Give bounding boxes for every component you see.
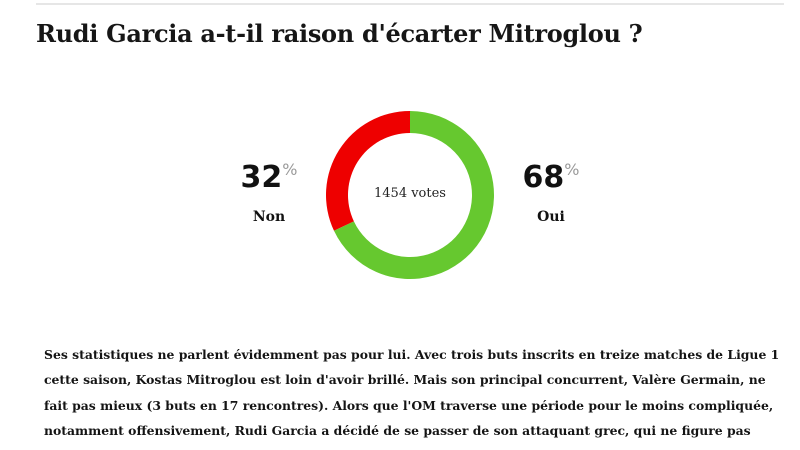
article-line: Ses statistiques ne parlent évidemment p… (44, 347, 780, 362)
top-divider (36, 3, 784, 5)
article-paragraph: Ses statistiques ne parlent évidemment p… (44, 342, 789, 444)
percent-sign: % (282, 160, 298, 179)
option-label-oui: Oui (537, 209, 565, 225)
donut-slice-non (326, 111, 410, 231)
poll-title: Rudi Garcia a-t-il raison d'écarter Mitr… (36, 19, 643, 48)
percent-value-oui: 68 (522, 160, 565, 195)
percent-value-non: 32 (240, 160, 283, 195)
article-line: notamment offensivement, Rudi Garcia a d… (44, 423, 751, 439)
result-oui: 68% Oui (501, 153, 601, 225)
total-votes: 1454 votes (374, 186, 446, 201)
poll-donut-chart: 1454 votes (325, 110, 495, 280)
option-label-non: Non (252, 209, 286, 225)
article-line: fait pas mieux (3 buts en 17 rencontres)… (44, 397, 774, 413)
result-non: 32% Non (219, 153, 319, 225)
percent-sign: % (564, 160, 580, 179)
donut-svg (326, 111, 494, 279)
article-line: cette saison, Kostas Mitroglou est loin … (44, 372, 766, 388)
